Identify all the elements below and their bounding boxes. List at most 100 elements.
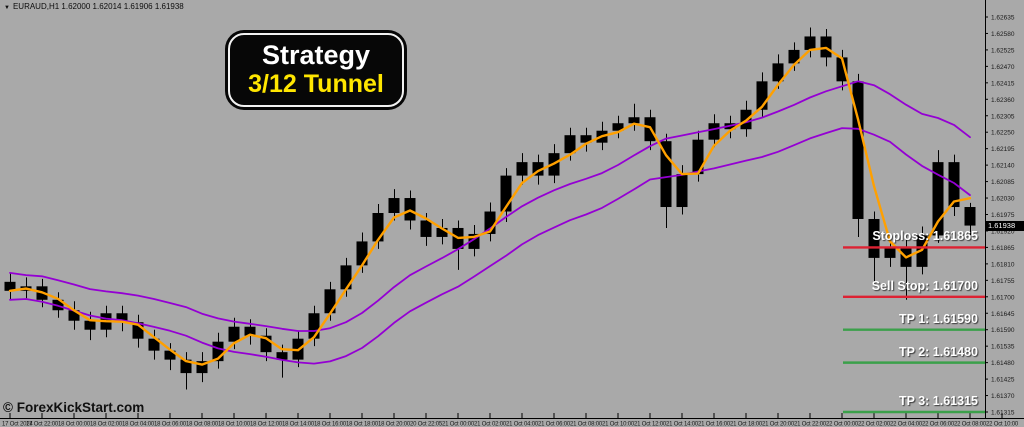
candle-body — [356, 241, 368, 266]
x-axis-label: 21 Oct 06:00 — [538, 422, 571, 427]
collapse-arrow-icon[interactable]: ▼ — [4, 5, 10, 11]
y-axis-label: 1.62635 — [991, 15, 1015, 22]
candle-body — [884, 247, 896, 258]
candle-body — [692, 139, 704, 175]
y-axis-label: 1.62140 — [991, 163, 1015, 170]
candle-body — [4, 281, 16, 291]
candle-body — [564, 135, 576, 154]
candle-body — [772, 63, 784, 82]
x-axis-label: 21 Oct 04:00 — [506, 422, 539, 427]
y-axis-label: 1.62030 — [991, 196, 1015, 203]
y-axis-label: 1.61425 — [991, 377, 1015, 384]
candle-body — [196, 361, 208, 374]
sell-stop-label: Sell Stop: 1.61700 — [871, 278, 978, 293]
candle-body — [708, 123, 720, 140]
candle-body — [324, 289, 336, 314]
x-axis-label: 18 Oct 08:00 — [186, 422, 219, 427]
y-axis-label: 1.61755 — [991, 278, 1015, 285]
candle-body — [404, 198, 416, 221]
candle-body — [340, 265, 352, 290]
candle-body — [836, 57, 848, 82]
y-axis-label: 1.62415 — [991, 80, 1015, 87]
y-axis-label: 1.61975 — [991, 212, 1015, 219]
candle-body — [212, 341, 224, 362]
candle-body — [468, 233, 480, 249]
y-axis-label: 1.61645 — [991, 311, 1015, 318]
y-axis-label: 1.62195 — [991, 146, 1015, 153]
y-axis-label: 1.62360 — [991, 97, 1015, 104]
x-axis-label: 21 Oct 18:00 — [730, 422, 763, 427]
x-axis-label: 21 Oct 10:00 — [602, 422, 635, 427]
candle-body — [500, 175, 512, 212]
y-axis-label: 1.62305 — [991, 113, 1015, 120]
x-axis-label: 21 Oct 02:00 — [474, 422, 507, 427]
current-price-tag: 1.61938 — [986, 220, 1024, 231]
candle-body — [852, 81, 864, 219]
candle-body — [148, 338, 160, 351]
candle-body — [84, 320, 96, 330]
candle-body — [628, 117, 640, 124]
candle-body — [276, 352, 288, 360]
x-axis-label: 18 Oct 04:00 — [122, 422, 155, 427]
y-axis-label: 1.62085 — [991, 179, 1015, 186]
y-axis-label: 1.61865 — [991, 245, 1015, 252]
y-axis-label: 1.61315 — [991, 410, 1015, 417]
x-axis-label: 21 Oct 16:00 — [698, 422, 731, 427]
y-axis-label: 1.62580 — [991, 31, 1015, 38]
candle-body — [180, 359, 192, 374]
y-axis-label: 1.62470 — [991, 64, 1015, 71]
x-axis-label: 18 Oct 16:00 — [314, 422, 347, 427]
candle-body — [308, 313, 320, 339]
candle-body — [580, 135, 592, 143]
watermark-text: © ForexKickStart.com — [3, 400, 145, 415]
tunnel-lower-line — [9, 127, 971, 365]
strategy-label-object[interactable]: Strategy 3/12 Tunnel — [228, 33, 404, 107]
candle-body — [948, 162, 960, 208]
y-axis-label: 1.61535 — [991, 344, 1015, 351]
candle-body — [164, 350, 176, 360]
candle-body — [804, 36, 816, 50]
x-axis-label: 22 Oct 06:00 — [922, 422, 955, 427]
x-axis-label: 21 Oct 22:00 — [794, 422, 827, 427]
x-axis-label: 18 Oct 14:00 — [282, 422, 315, 427]
stoploss-label: Stoploss: 1.61865 — [872, 229, 978, 244]
x-axis-label: 21 Oct 20:00 — [762, 422, 795, 427]
candle-body — [868, 218, 880, 258]
chart-title: ▼ EURAUD,H1 1.62000 1.62014 1.61906 1.619… — [4, 2, 184, 11]
strategy-badge-title: Strategy — [261, 40, 371, 71]
candle-body — [676, 174, 688, 208]
x-axis-label: 17 Oct 2024 — [2, 422, 33, 427]
candle-body — [516, 162, 528, 176]
candle-body — [436, 227, 448, 237]
x-axis-label: 20 Oct 22:05 — [410, 422, 443, 427]
tp3-label: TP 3: 1.61315 — [899, 394, 978, 408]
y-axis-label: 1.61920 — [991, 228, 1015, 235]
tp2-label: TP 2: 1.61480 — [899, 344, 978, 359]
candle-body — [660, 141, 672, 208]
candle-body — [68, 310, 80, 321]
tunnel-upper-line — [9, 80, 971, 332]
x-axis-label: 18 Oct 06:00 — [154, 422, 187, 427]
candle-body — [372, 213, 384, 242]
fast-ma-line — [8, 46, 972, 366]
x-axis-label: 22 Oct 00:00 — [826, 422, 859, 427]
candle-body — [532, 162, 544, 176]
candle-body — [132, 322, 144, 339]
candle-body — [788, 49, 800, 64]
tp1-label: TP 1: 1.61590 — [899, 311, 978, 326]
y-axis-label: 1.61700 — [991, 294, 1015, 301]
candle-body — [388, 198, 400, 214]
x-axis-label: 17 Oct 22:00 — [26, 422, 59, 427]
candle-body — [260, 335, 272, 353]
y-axis-label: 1.62525 — [991, 47, 1015, 54]
x-axis-label: 18 Oct 10:00 — [218, 422, 251, 427]
candle-body — [244, 326, 256, 336]
x-axis-label: 22 Oct 04:00 — [890, 422, 923, 427]
x-axis-label: 22 Oct 10:00 — [986, 422, 1019, 427]
y-axis-label: 1.62250 — [991, 130, 1015, 137]
candle-body — [964, 207, 976, 226]
y-axis-label: 1.61590 — [991, 327, 1015, 334]
candle-body — [484, 211, 496, 234]
